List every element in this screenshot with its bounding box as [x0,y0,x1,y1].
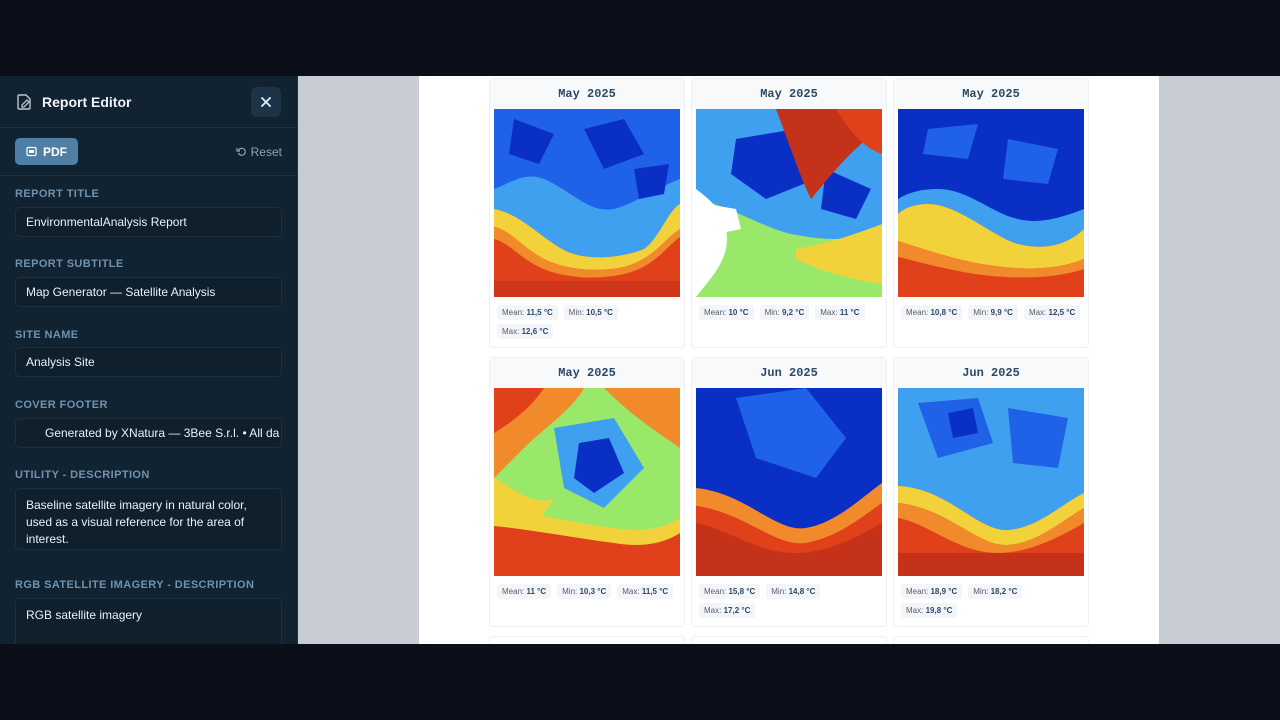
mean-chip: Mean: 10 °C [699,305,754,320]
report-subtitle-label: REPORT SUBTITLE [15,258,124,270]
map-date: May 2025 [490,79,684,109]
map-card [489,636,685,644]
rgb-description-label: RGB SATELLITE IMAGERY - DESCRIPTION [15,579,255,591]
pdf-button[interactable]: PDF [15,138,78,165]
rgb-description-textarea[interactable]: RGB satellite imagery [15,598,282,644]
map-stats: Mean: 15,8 °C Min: 14,8 °C Max: 17,2 °C [692,576,886,618]
mean-chip: Mean: 15,8 °C [699,584,761,599]
max-chip: Max: 11 °C [815,305,865,320]
report-page: May 2025 Mean: 11,5 °C Min: 10,5 °C Max:… [419,76,1159,644]
reset-button[interactable]: Reset [236,145,282,159]
mean-chip: Mean: 11 °C [497,584,552,599]
map-card: May 2025 Mean: 10 °C Min: 9,2 °C Max: 11… [691,78,887,348]
map-card: May 2025 Mean: 11,5 °C Min: 10,5 °C Max:… [489,78,685,348]
min-chip: Min: 10,3 °C [557,584,612,599]
utility-description-label: UTILITY - DESCRIPTION [15,469,150,481]
map-date: May 2025 [490,358,684,388]
report-subtitle-input[interactable]: Map Generator — Satellite Analysis [15,277,282,307]
map-stats: Mean: 11,5 °C Min: 10,5 °C Max: 12,6 °C [490,297,684,339]
pdf-icon [26,146,37,157]
temperature-map [494,109,680,297]
max-chip: Max: 12,6 °C [497,324,554,339]
pdf-button-label: PDF [43,144,67,159]
min-chip: Min: 9,2 °C [759,305,810,320]
temperature-map [898,388,1084,576]
min-chip: Min: 9,9 °C [968,305,1018,320]
editor-toolbar: PDF Reset [0,128,297,176]
reset-button-label: Reset [250,144,282,159]
map-card: May 2025 Mean: 11 °C Min: 10,3 °C Max: 1… [489,357,685,627]
max-chip: Max: 17,2 °C [699,603,756,618]
close-button[interactable] [251,86,281,117]
map-stats: Mean: 10 °C Min: 9,2 °C Max: 11 °C [692,297,886,320]
report-title-input[interactable]: EnvironmentalAnalysis Report [15,207,282,237]
min-chip: Min: 18,2 °C [968,584,1023,599]
report-title-label: REPORT TITLE [15,188,100,200]
max-chip: Max: 12,5 °C [1023,305,1081,320]
mean-chip: Mean: 11,5 °C [497,305,558,320]
max-chip: Max: 19,8 °C [901,603,958,618]
reset-icon [236,147,246,156]
map-card: May 2025 Mean: 10,8 °C Min: 9,9 °C Max: … [893,78,1089,348]
map-date: May 2025 [692,79,886,109]
mean-chip: Mean: 18,9 °C [901,584,963,599]
map-card: Jun 2025 Mean: 15,8 °C Min: 14,8 °C Max:… [691,357,887,627]
mean-chip: Mean: 10,8 °C [901,305,963,320]
editor-header: Report Editor [0,76,297,128]
map-date: May 2025 [894,79,1088,109]
temperature-map [494,388,680,576]
report-editor-panel: Report Editor PDF Reset [0,76,298,644]
map-date: Jun 2025 [894,358,1088,388]
min-chip: Min: 14,8 °C [766,584,821,599]
map-stats: Mean: 10,8 °C Min: 9,9 °C Max: 12,5 °C [894,297,1088,320]
map-stats: Mean: 18,9 °C Min: 18,2 °C Max: 19,8 °C [894,576,1088,618]
close-icon [261,96,271,107]
temperature-map [898,109,1084,297]
app-stage: Report Editor PDF Reset [0,76,1280,644]
site-name-input[interactable]: Analysis Site [15,347,282,377]
cover-footer-input[interactable]: Generated by XNatura — 3Bee S.r.l. • All… [15,418,282,448]
utility-description-textarea[interactable]: Baseline satellite imagery in natural co… [15,488,282,550]
max-chip: Max: 11,5 °C [617,584,674,599]
map-card: Jun 2025 Mean: 18,9 °C Min: 18,2 °C Max:… [893,357,1089,627]
temperature-map [696,388,882,576]
min-chip: Min: 10,5 °C [563,305,618,320]
map-stats: Mean: 11 °C Min: 10,3 °C Max: 11,5 °C [490,576,684,599]
cover-footer-label: COVER FOOTER [15,399,108,411]
map-card [691,636,887,644]
document-edit-icon [17,93,31,110]
site-name-label: SITE NAME [15,329,79,341]
map-card [893,636,1089,644]
report-preview[interactable]: May 2025 Mean: 11,5 °C Min: 10,5 °C Max:… [298,76,1280,644]
map-date: Jun 2025 [692,358,886,388]
editor-title: Report Editor [42,93,132,110]
temperature-map [696,109,882,297]
